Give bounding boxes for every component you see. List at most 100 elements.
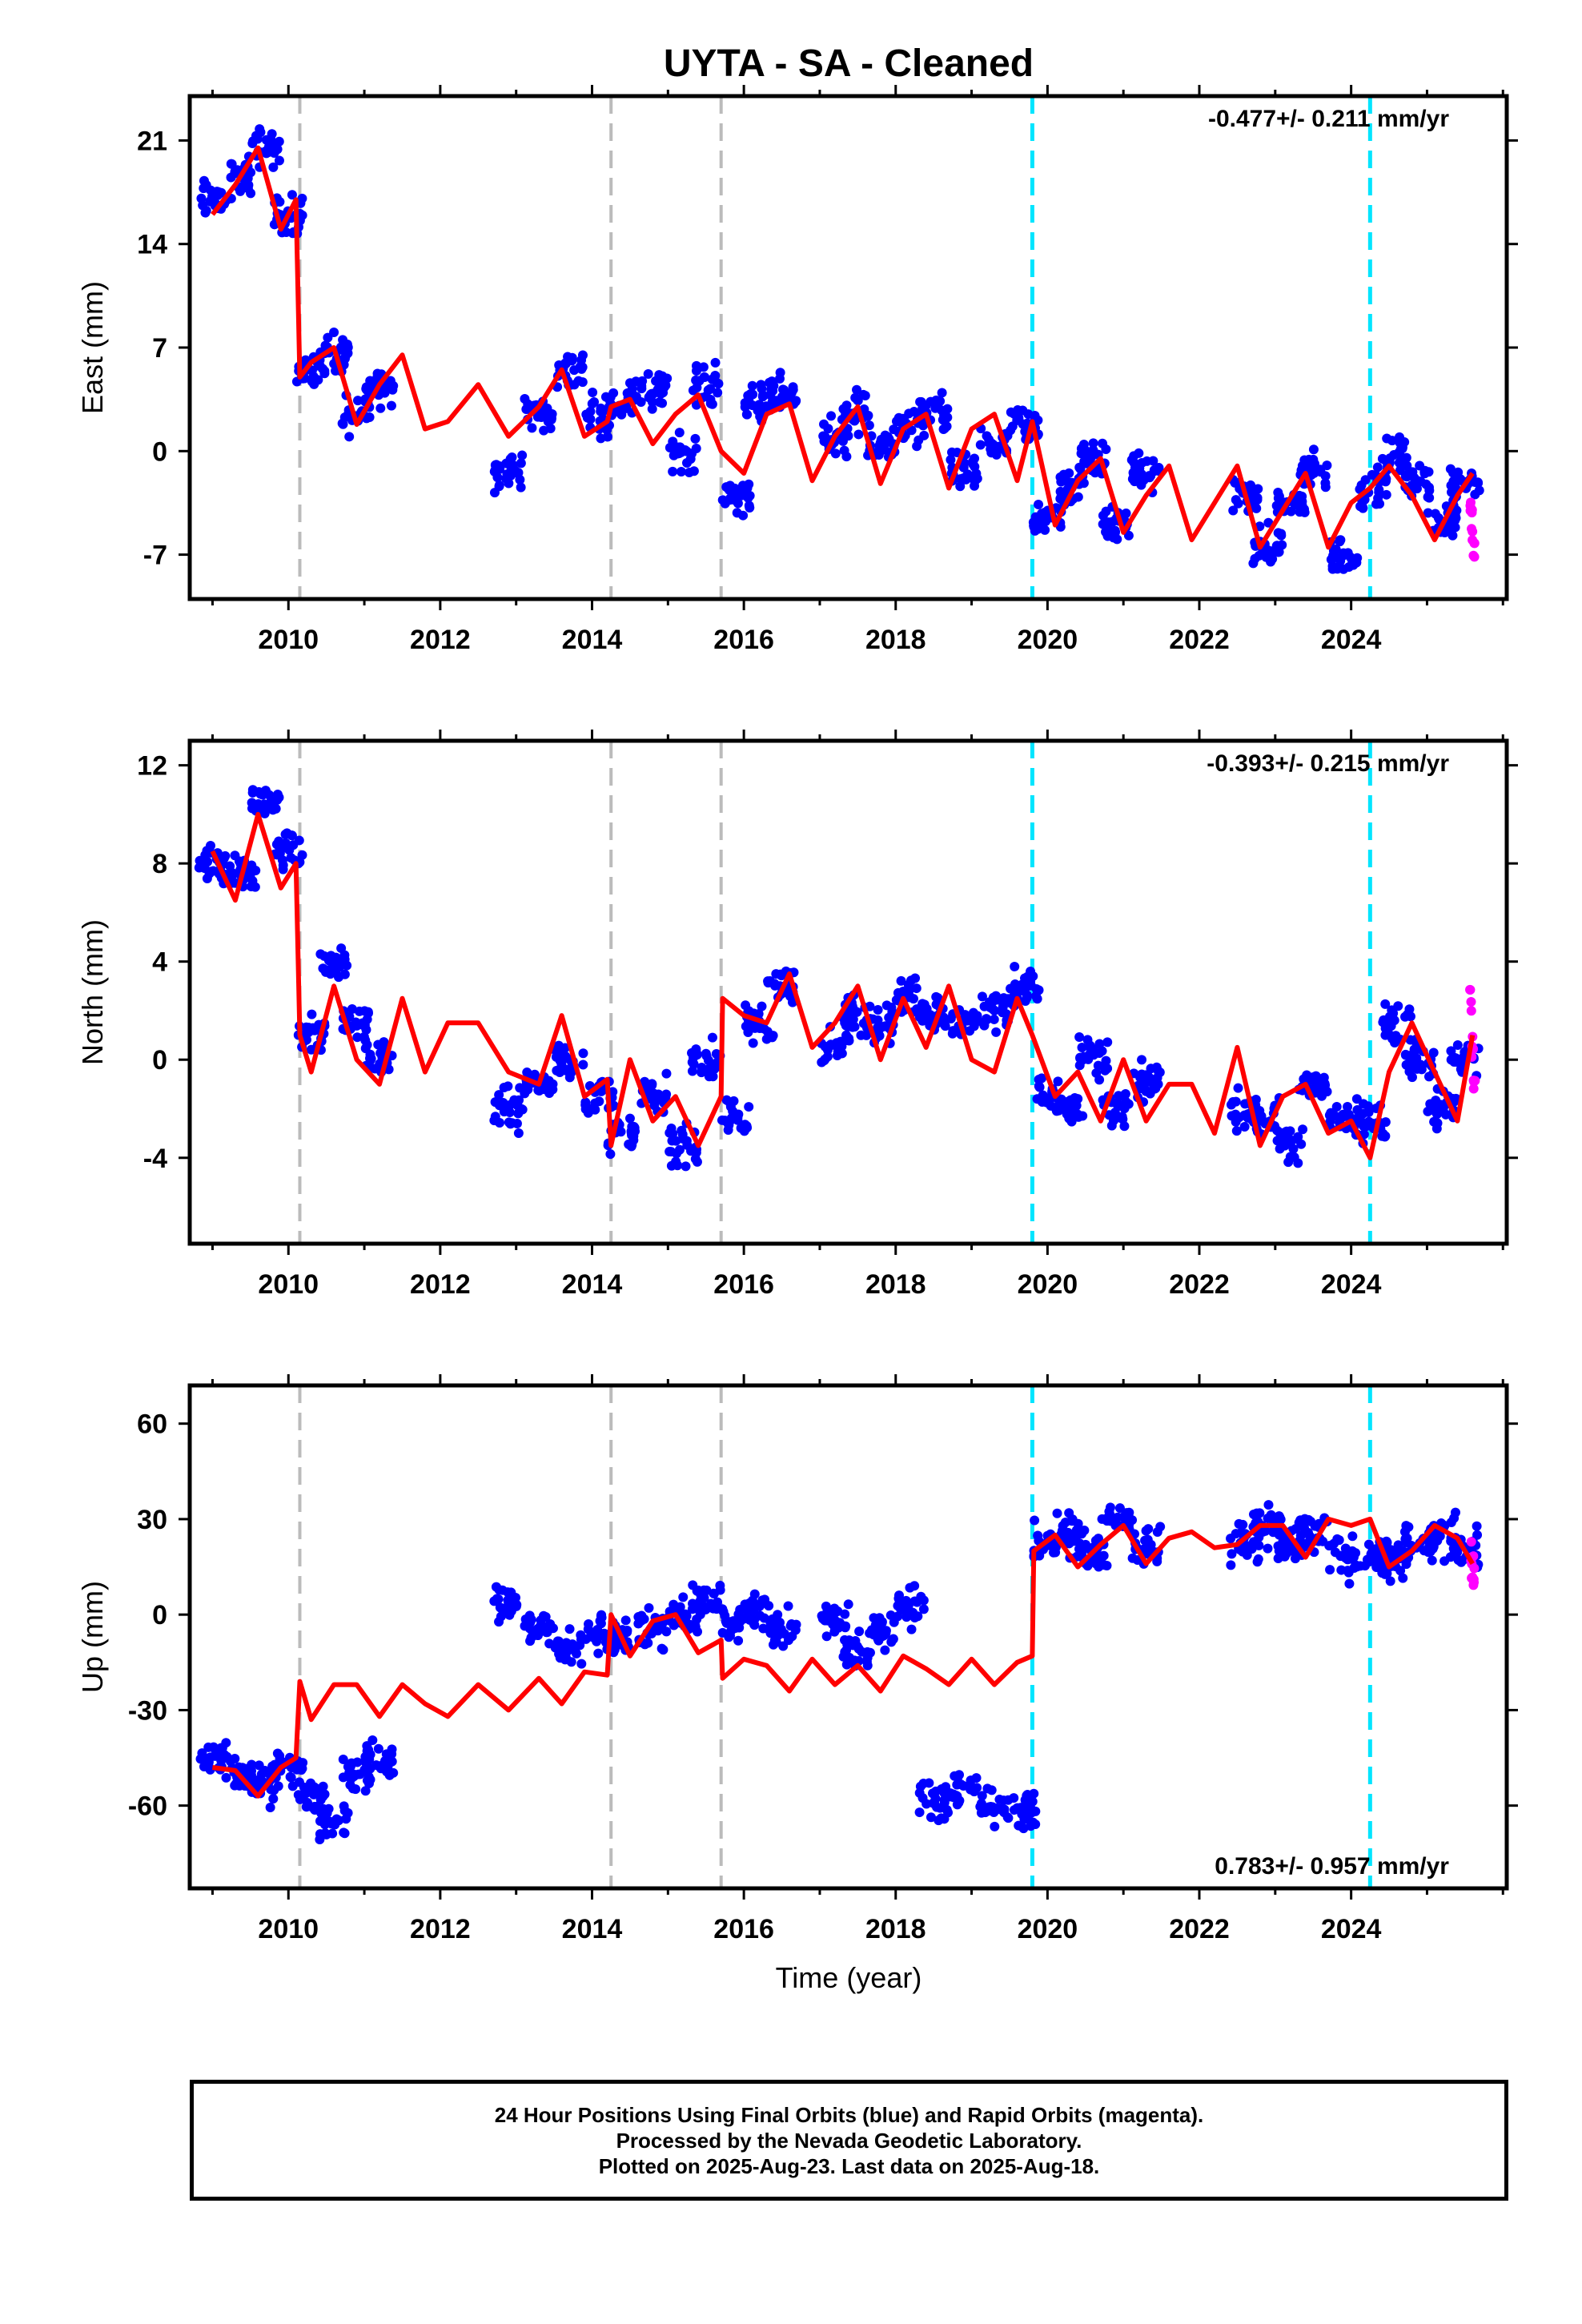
data-point <box>545 424 556 434</box>
data-point <box>1443 525 1454 536</box>
data-point <box>733 1635 744 1646</box>
data-point <box>767 397 777 408</box>
data-point <box>1142 1086 1153 1096</box>
data-point <box>520 1088 530 1099</box>
data-point <box>522 1068 532 1078</box>
final-orbit-series <box>195 1500 1484 1845</box>
x-tick-label: 2014 <box>562 625 623 655</box>
data-point <box>227 867 238 878</box>
data-point <box>1113 1112 1123 1123</box>
data-point <box>723 1618 733 1629</box>
data-point <box>666 1147 677 1157</box>
data-point <box>589 396 600 407</box>
data-point <box>1037 509 1047 519</box>
data-point <box>315 1815 325 1826</box>
data-point <box>837 1048 847 1059</box>
footer-line-3: Plotted on 2025-Aug-23. Last data on 202… <box>598 2153 1100 2178</box>
data-point <box>914 1807 925 1818</box>
x-tick-label: 2012 <box>410 1269 471 1300</box>
data-point <box>817 1614 828 1624</box>
data-point <box>1114 1091 1124 1101</box>
data-point <box>874 1613 885 1623</box>
data-point <box>1050 1547 1061 1558</box>
data-point <box>783 1635 793 1646</box>
data-point <box>515 474 525 485</box>
data-point <box>1033 1530 1043 1541</box>
data-point <box>230 1780 240 1791</box>
data-point <box>691 1044 701 1055</box>
data-point <box>199 863 210 874</box>
data-point <box>1114 1503 1125 1514</box>
data-point <box>972 473 982 484</box>
data-point <box>1094 1075 1105 1085</box>
data-point <box>733 498 743 509</box>
data-point <box>862 1653 873 1663</box>
data-point <box>533 1085 544 1096</box>
data-point <box>919 430 930 440</box>
east-panel: 2010 2012 2014 2016 2018 2020 2022 2024 21 14 7 0 -7… <box>76 85 1518 655</box>
data-point <box>1299 1523 1310 1534</box>
data-point <box>273 1781 283 1791</box>
data-point <box>1320 478 1331 489</box>
data-point <box>1372 462 1383 472</box>
model-fit-line <box>211 145 1475 550</box>
data-point <box>201 205 211 215</box>
data-point <box>210 191 220 201</box>
data-point <box>756 380 766 390</box>
data-point <box>1238 1519 1248 1530</box>
data-point <box>1226 1560 1236 1570</box>
data-point <box>563 352 573 362</box>
data-point <box>778 384 789 395</box>
data-point <box>1423 508 1433 518</box>
data-point <box>1470 489 1480 500</box>
data-point <box>966 1012 977 1023</box>
data-point <box>748 389 758 400</box>
data-point <box>247 787 258 798</box>
data-point <box>203 1759 214 1769</box>
final-orbit-series <box>194 785 1484 1172</box>
data-point <box>774 373 785 384</box>
data-point <box>309 379 319 389</box>
data-point <box>1074 1032 1085 1043</box>
data-point <box>1356 1119 1367 1129</box>
data-point <box>986 1802 996 1812</box>
data-point <box>1102 1560 1112 1570</box>
data-point <box>1385 1576 1395 1586</box>
data-point <box>1251 503 1262 513</box>
y-tick-label: -7 <box>143 541 167 571</box>
data-point <box>668 466 678 476</box>
data-point <box>1263 517 1274 528</box>
data-point <box>1380 1569 1391 1579</box>
data-point <box>757 1001 767 1011</box>
data-point <box>1007 421 1018 432</box>
data-point <box>1228 505 1239 516</box>
data-point <box>507 1118 517 1128</box>
data-point <box>1286 1136 1296 1146</box>
data-point <box>1395 444 1406 454</box>
data-point <box>977 991 987 1002</box>
data-point <box>1415 476 1426 487</box>
data-point <box>1252 493 1263 503</box>
data-point <box>489 488 500 498</box>
data-point <box>1466 996 1476 1007</box>
data-point <box>1267 553 1278 564</box>
data-point <box>338 1754 348 1764</box>
data-point <box>1351 1094 1362 1104</box>
data-point <box>840 1609 850 1619</box>
data-point <box>1299 1074 1309 1084</box>
data-point <box>1298 1124 1308 1135</box>
data-point <box>592 1636 602 1647</box>
data-point <box>1137 1055 1147 1065</box>
data-point <box>745 491 755 501</box>
x-tick-label: 2016 <box>713 1914 774 1944</box>
data-point <box>1102 1037 1113 1047</box>
data-point <box>254 1760 264 1771</box>
data-point <box>765 976 775 987</box>
data-point <box>701 1048 711 1059</box>
data-point <box>360 1786 371 1796</box>
data-point <box>1078 1055 1088 1065</box>
y-tick-label: 4 <box>152 947 167 978</box>
data-point <box>822 1606 833 1617</box>
data-point <box>875 1621 885 1631</box>
